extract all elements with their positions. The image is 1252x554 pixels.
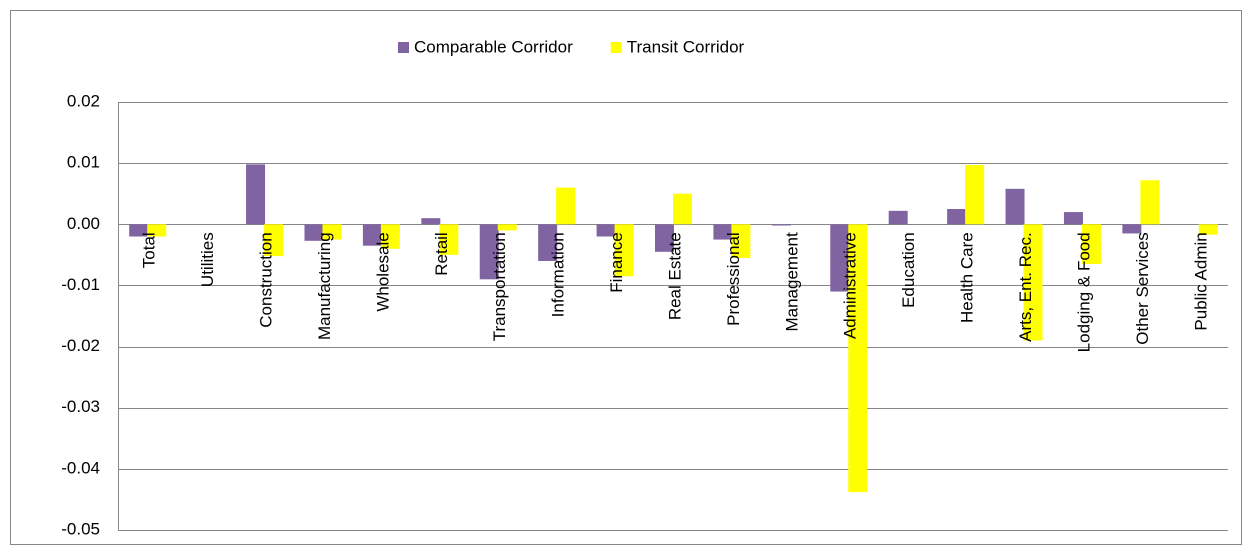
bar [421, 218, 441, 225]
x-tick-label: Real Estate [665, 232, 684, 320]
bar [848, 224, 868, 493]
bar [673, 193, 692, 225]
x-tick-label: Construction [257, 232, 276, 327]
bar [1140, 180, 1160, 225]
y-tick-label: 0.02 [67, 91, 100, 110]
bar [1063, 212, 1083, 225]
bar [129, 224, 149, 237]
legend-swatch [398, 42, 409, 53]
x-tick-label: Administrative [841, 232, 860, 339]
x-tick-label: Other Services [1133, 232, 1152, 344]
y-tick-label: -0.01 [61, 275, 100, 294]
bar [556, 187, 576, 225]
x-tick-label: Education [899, 232, 918, 308]
x-tick-label: Manufacturing [315, 232, 334, 340]
bar [322, 224, 342, 240]
x-tick-label: Professional [724, 232, 743, 326]
bar [246, 164, 266, 225]
bar [538, 224, 558, 261]
y-tick-label: -0.03 [61, 397, 100, 416]
bar [479, 224, 499, 280]
bar [1122, 224, 1142, 234]
x-tick-label: Public Admin [1191, 232, 1210, 330]
y-tick-label: -0.02 [61, 336, 100, 355]
bar [1005, 188, 1025, 225]
bar [830, 224, 850, 292]
bar [888, 210, 908, 225]
x-tick-label: Utilities [198, 232, 217, 287]
x-tick-label: Retail [432, 232, 451, 275]
legend-swatch [610, 42, 622, 53]
x-tick-label: Wholesale [373, 232, 392, 311]
bar [614, 224, 634, 277]
bar [497, 224, 517, 231]
x-tick-label: Health Care [958, 232, 977, 323]
bar [362, 224, 382, 246]
bar [713, 224, 733, 240]
bar [965, 164, 985, 225]
bar [1081, 224, 1101, 265]
y-tick-label: 0.01 [67, 153, 100, 172]
y-tick-label: -0.05 [61, 519, 100, 538]
bar [264, 224, 284, 257]
legend-label: Comparable Corridor [414, 37, 573, 56]
y-tick-label: -0.04 [61, 458, 100, 477]
bar [1023, 224, 1043, 341]
bar [655, 224, 674, 252]
bar [380, 224, 400, 249]
bar [439, 224, 459, 255]
bar [731, 224, 751, 258]
bar [771, 224, 791, 226]
x-tick-label: Management [782, 232, 801, 332]
x-tick-label: Arts, Ent. Rec. [1016, 232, 1035, 342]
x-tick-label: Lodging & Food [1074, 232, 1093, 352]
legend-label: Transit Corridor [627, 37, 745, 56]
bar [1198, 224, 1218, 235]
y-tick-label: 0.00 [67, 214, 100, 233]
x-tick-label: Finance [607, 232, 626, 292]
x-tick-label: Transportation [490, 232, 509, 341]
x-tick-label: Total [140, 232, 159, 268]
bar [304, 224, 324, 241]
bar [147, 224, 167, 237]
bar [947, 209, 967, 225]
x-tick-label: Information [549, 232, 568, 317]
bar [596, 224, 616, 237]
